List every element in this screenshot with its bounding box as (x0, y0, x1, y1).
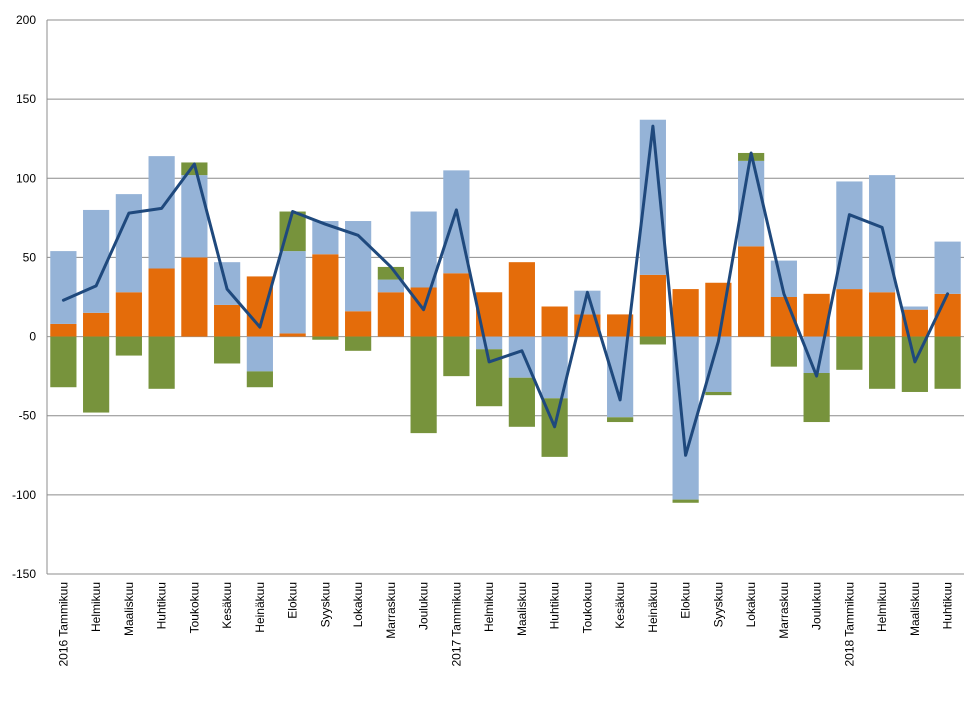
bar-segment (312, 336, 339, 340)
gridlines (47, 19, 964, 575)
x-category-label: Joulukuu (810, 582, 824, 630)
bar-segment (83, 312, 110, 337)
bar-segment (738, 246, 765, 337)
x-axis-category-labels: 2016 Tammikuu Helmikuu Maaliskuu Huhtikuu To… (56, 582, 954, 667)
x-category-label: Syyskuu (318, 582, 332, 627)
x-category-label: 2016 Tammikuu (56, 582, 70, 667)
bar-segment (443, 273, 470, 337)
bar-segment (115, 292, 142, 337)
bar-segment (312, 254, 339, 337)
bar-segment (377, 279, 404, 293)
y-tick-label: 0 (29, 330, 36, 344)
bar-segment (410, 287, 437, 337)
line-series (61, 124, 950, 457)
x-category-label: Kesäkuu (220, 582, 234, 629)
bar-segment (705, 391, 732, 396)
x-category-label: Kesäkuu (613, 582, 627, 629)
x-category-label: Maaliskuu (515, 582, 529, 636)
x-category-label: Syyskuu (711, 582, 725, 627)
x-category-label: Toukokuu (580, 582, 594, 633)
bar-segment (836, 336, 863, 370)
bar-segment (541, 306, 568, 337)
y-tick-label: -50 (19, 409, 37, 423)
bar-segment (508, 377, 535, 427)
x-category-label: Helmikuu (482, 582, 496, 632)
x-category-label: Lokakuu (744, 582, 758, 627)
bar-segment (214, 336, 241, 364)
bar-segment (246, 371, 273, 388)
x-category-label: Elokuu (679, 582, 693, 619)
bar-segment (639, 336, 666, 345)
y-tick-label: -150 (12, 567, 36, 581)
bar-segment (476, 336, 503, 350)
bar-segment (345, 311, 372, 337)
bar-segment (83, 209, 110, 313)
x-category-label: Maaliskuu (122, 582, 136, 636)
bar-segment (836, 289, 863, 337)
x-category-label: Heinäkuu (253, 582, 267, 633)
bar-segment (607, 314, 634, 337)
bar-segment (345, 336, 372, 351)
x-category-label: Helmikuu (875, 582, 889, 632)
bar-segment (508, 262, 535, 337)
bar-segment (115, 336, 142, 356)
x-category-label: Marraskuu (384, 582, 398, 639)
y-tick-label: 50 (23, 250, 37, 264)
y-axis-tick-labels: -150 -100 -50 0 50 100 150 200 (12, 13, 36, 581)
bar-segment (148, 156, 175, 269)
x-category-label: Helmikuu (89, 582, 103, 632)
bar-segment (50, 336, 77, 388)
bar-segment (607, 336, 634, 418)
x-category-label: Joulukuu (417, 582, 431, 630)
bar-segment (836, 181, 863, 290)
x-category-label: 2018 Tammikuu (842, 582, 856, 667)
x-category-label: Maaliskuu (908, 582, 922, 636)
bar-segment (50, 323, 77, 337)
series-line (61, 124, 950, 457)
bar-segment (574, 290, 601, 315)
bar-segment (50, 251, 77, 324)
bar-segment (443, 336, 470, 377)
bar-segment (607, 417, 634, 423)
y-tick-label: 200 (16, 13, 36, 27)
bar-segment (803, 372, 830, 423)
bar-segment (115, 194, 142, 293)
bar-segment (672, 289, 699, 337)
bar-segment (279, 333, 306, 337)
bar-segment (410, 336, 437, 434)
bar-segment (148, 336, 175, 389)
bar-segment (181, 257, 208, 337)
bar-segment (934, 336, 961, 389)
bar-segment (934, 241, 961, 294)
bar-segment (770, 336, 797, 367)
bar-segment (672, 499, 699, 503)
bar-segment (901, 306, 928, 310)
x-category-label: Toukokuu (187, 582, 201, 633)
bar-segment (83, 336, 110, 413)
x-category-label: Elokuu (286, 582, 300, 619)
bar-segment (410, 211, 437, 288)
bar-segment (869, 292, 896, 337)
bar-segment (377, 292, 404, 337)
x-category-label: Huhtikuu (941, 582, 955, 629)
bar-segment (148, 268, 175, 337)
y-tick-label: 100 (16, 171, 36, 185)
y-tick-label: 150 (16, 92, 36, 106)
bar-segment (181, 175, 208, 258)
bar-segment (214, 304, 241, 337)
x-category-label: Huhtikuu (155, 582, 169, 629)
bar-segment (246, 336, 273, 372)
bar-segment (639, 274, 666, 337)
x-category-label: 2017 Tammikuu (449, 582, 463, 667)
x-category-label: Lokakuu (351, 582, 365, 627)
x-category-label: Huhtikuu (548, 582, 562, 629)
bar-segment (869, 336, 896, 389)
y-tick-label: -100 (12, 488, 36, 502)
bar-segment (279, 251, 306, 334)
x-category-label: Heinäkuu (646, 582, 660, 633)
x-category-label: Marraskuu (777, 582, 791, 639)
